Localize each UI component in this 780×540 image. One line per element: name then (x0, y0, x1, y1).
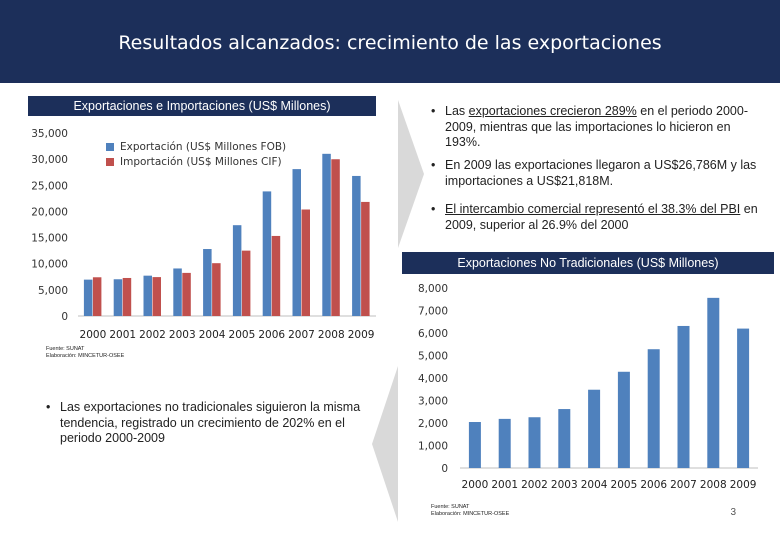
legend-label-import: Importación (US$ Millones CIF) (120, 156, 282, 168)
bar-import-2004 (212, 263, 221, 316)
x-tick-label: 2004 (199, 329, 226, 341)
chart1-source-line2: Elaboración: MINCETUR-OSEE (46, 353, 125, 359)
x-tick-label: 2000 (462, 479, 489, 491)
non-traditional-exports-chart: 0 1,000 2,000 3,000 4,000 5,000 6,000 7,000 8,00… (418, 283, 758, 491)
y-tick-label: 25,000 (31, 180, 68, 192)
x-tick-label: 2002 (521, 479, 548, 491)
y-tick-label: 10,000 (31, 259, 68, 271)
y-tick-label: 3,000 (418, 396, 448, 408)
y-tick-label: 5,000 (418, 351, 448, 363)
bar-ntexports-2004 (588, 389, 601, 468)
bullet-dot: • (431, 104, 436, 118)
title-bar (0, 0, 780, 83)
x-tick-label: 2001 (109, 329, 136, 341)
y-tick-label: 20,000 (31, 206, 68, 218)
bar-ntexports-2000 (468, 422, 481, 468)
x-tick-label: 2000 (80, 329, 107, 341)
x-tick-label: 2003 (169, 329, 196, 341)
x-tick-label: 2009 (730, 479, 757, 491)
legend-label-export: Exportación (US$ Millones FOB) (120, 141, 287, 153)
y-tick-label: 8,000 (418, 283, 448, 295)
bar-ntexports-2007 (677, 325, 690, 468)
x-tick-label: 2004 (581, 479, 608, 491)
bar-ntexports-2005 (617, 371, 630, 468)
bar-import-2003 (182, 272, 191, 316)
y-tick-label: 4,000 (418, 373, 448, 385)
bar-import-2002 (152, 277, 161, 316)
bar-export-2003 (173, 268, 182, 316)
chevron-left-arrow (372, 366, 398, 522)
y-tick-label: 15,000 (31, 233, 68, 245)
bullet-dot: • (431, 202, 436, 216)
bullet-2009-values: • En 2009 las exportaciones llegaron a U… (431, 158, 757, 188)
bar-export-2005 (232, 225, 242, 316)
export-import-chart: 0 5,000 10,000 15,000 20,000 25,000 30,000 35,0… (31, 128, 376, 341)
y-tick-label: 5,000 (38, 285, 68, 297)
chart1-legend: Exportación (US$ Millones FOB) Importaci… (106, 140, 286, 170)
bullet-dot: • (431, 158, 436, 172)
x-tick-label: 2008 (318, 329, 345, 341)
x-tick-label: 2006 (258, 329, 285, 341)
bullet-exports-growth: • Las exportaciones crecieron 289% en el… (431, 104, 748, 149)
page-number: 3 (730, 507, 736, 518)
bar-import-2009 (361, 201, 370, 316)
chart2-header: Exportaciones No Tradicionales (US$ Mill… (402, 252, 774, 274)
y-tick-label: 0 (441, 463, 448, 475)
y-tick-label: 7,000 (418, 306, 448, 318)
legend-swatch-import (106, 158, 114, 166)
bar-export-2007 (292, 169, 301, 316)
bar-ntexports-2008 (707, 297, 720, 468)
bar-export-2004 (203, 249, 212, 316)
bar-export-2000 (83, 279, 93, 316)
y-tick-label: 0 (61, 311, 68, 323)
bullet-non-traditional: • Las exportaciones no tradicionales sig… (46, 400, 361, 445)
bar-import-2007 (301, 209, 310, 316)
y-tick-label: 30,000 (31, 154, 68, 166)
chart1-header: Exportaciones e Importaciones (US$ Millo… (28, 96, 376, 116)
chart2-source-line1: Fuente: SUNAT (431, 504, 470, 510)
bar-ntexports-2009 (737, 328, 750, 468)
legend-swatch-export (106, 143, 114, 151)
bar-export-2006 (262, 191, 272, 316)
x-tick-label: 2001 (491, 479, 518, 491)
chevron-right-arrow (398, 100, 424, 248)
x-tick-label: 2002 (139, 329, 166, 341)
x-tick-label: 2005 (611, 479, 638, 491)
y-tick-label: 35,000 (31, 128, 68, 140)
bar-export-2001 (113, 279, 123, 316)
y-tick-label: 2,000 (418, 418, 448, 430)
x-tick-label: 2005 (229, 329, 256, 341)
legend-item-export: Exportación (US$ Millones FOB) (106, 140, 286, 155)
chart1-source-line1: Fuente: SUNAT (46, 346, 85, 352)
bar-import-2000 (92, 277, 102, 316)
bar-import-2006 (271, 235, 281, 316)
bar-export-2008 (322, 153, 331, 316)
chart1-source: Fuente: SUNAT Elaboración: MINCETUR-OSEE (46, 346, 124, 360)
x-tick-label: 2007 (670, 479, 697, 491)
slide-title: Resultados alcanzados: crecimiento de la… (118, 32, 662, 54)
x-tick-label: 2003 (551, 479, 578, 491)
x-tick-label: 2007 (288, 329, 315, 341)
y-tick-label: 1,000 (418, 441, 448, 453)
bar-ntexports-2001 (498, 418, 511, 468)
chart2-source-line2: Elaboración: MINCETUR-OSEE (431, 511, 510, 517)
bullet-dot: • (46, 400, 51, 414)
bar-export-2002 (143, 275, 152, 316)
bar-ntexports-2003 (558, 409, 571, 468)
bar-ntexports-2006 (647, 349, 660, 468)
bar-export-2009 (352, 175, 361, 316)
chart2-source: Fuente: SUNAT Elaboración: MINCETUR-OSEE (431, 504, 509, 518)
bar-import-2008 (331, 159, 340, 316)
bullet-trade-pbi: • El intercambio comercial representó el… (431, 202, 758, 232)
bar-ntexports-2002 (528, 417, 541, 468)
legend-item-import: Importación (US$ Millones CIF) (106, 155, 286, 170)
y-tick-label: 6,000 (418, 328, 448, 340)
x-tick-label: 2006 (640, 479, 667, 491)
x-tick-label: 2009 (348, 329, 375, 341)
bar-import-2001 (122, 277, 132, 316)
x-tick-label: 2008 (700, 479, 727, 491)
bar-import-2005 (241, 250, 251, 316)
